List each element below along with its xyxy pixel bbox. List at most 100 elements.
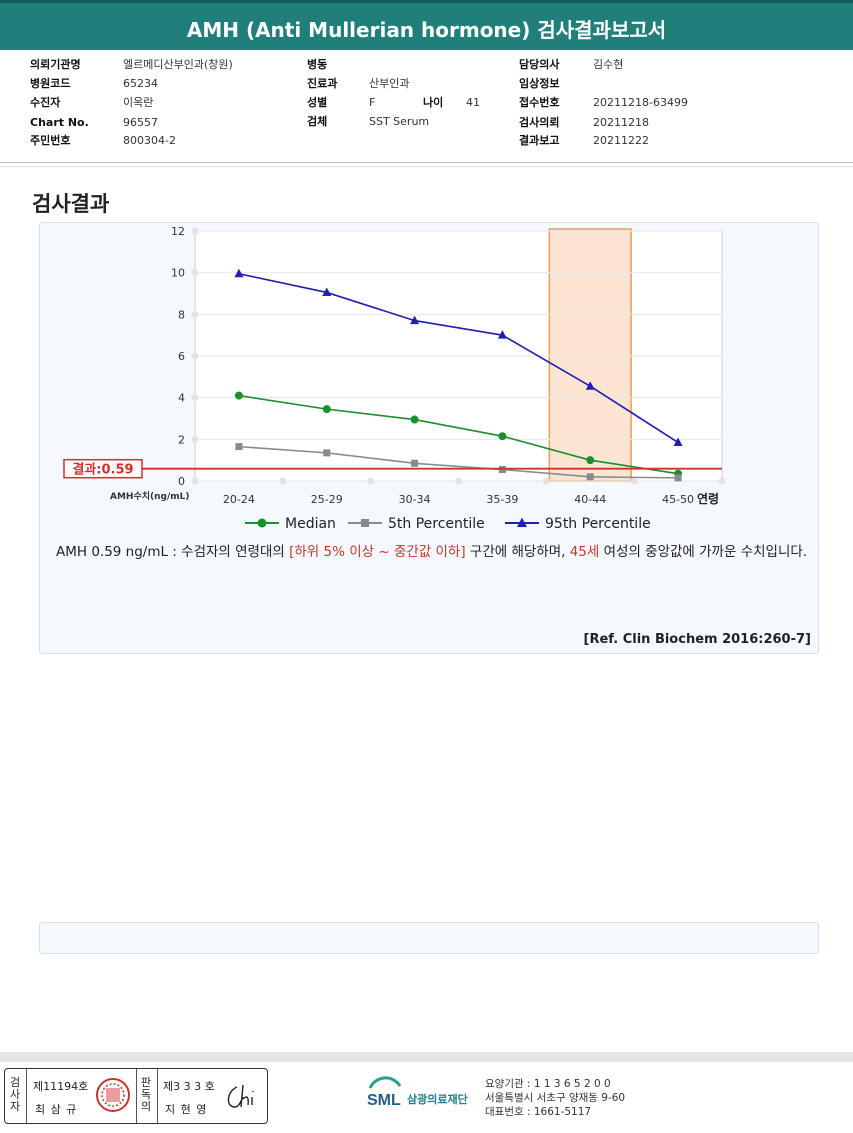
info-value: 41 [466, 96, 480, 109]
result-label: 결과:0.59 [72, 462, 133, 478]
result-label-box [63, 458, 143, 479]
note-text: 구간에 해당하며, [465, 544, 570, 560]
info-label: 결과보고 [519, 134, 560, 147]
data-point [673, 437, 683, 446]
data-point [234, 268, 244, 278]
data-point [586, 473, 594, 481]
legend-label: 5th Percentile [388, 516, 485, 532]
org-info: 요양기관 : 1 1 3 6 5 2 0 0 서울특별시 서초구 양재동 9-6… [485, 1077, 625, 1119]
x-tick-label: 40-44 [574, 493, 606, 506]
data-point [410, 415, 419, 424]
empty-card [39, 922, 819, 954]
info-label: 의뢰기관명 [30, 58, 81, 71]
x-tick-label: 35-39 [486, 493, 518, 506]
data-point [498, 432, 507, 441]
info-label: 병원코드 [30, 77, 71, 90]
tester-label: 검사자 [9, 1076, 21, 1113]
tick-dot [191, 310, 199, 318]
y-tick-label: 6 [178, 350, 185, 363]
highlight-band [548, 228, 632, 482]
sml-logo: SML [367, 1076, 402, 1109]
divider [136, 1069, 137, 1123]
note-range: [하위 5% 이상 ~ 중간값 이하] [289, 544, 466, 560]
info-label: 성별 [307, 96, 328, 109]
reviewer-label: 판독의 [140, 1076, 152, 1113]
report-title-bar: AMH (Anti Mullerian hormone) 검사결과보고서 [0, 0, 853, 50]
info-value: 김수현 [593, 58, 624, 71]
org-name: 삼광의료재단 [407, 1093, 468, 1106]
report-title: AMH (Anti Mullerian hormone) 검사결과보고서 [186, 18, 667, 42]
data-point [585, 381, 595, 390]
divider [0, 162, 853, 163]
x-tick-label: 30-34 [399, 493, 431, 506]
reviewer-number: 제3 3 3 호 [163, 1080, 215, 1093]
note-text: AMH 0.59 ng/mL : 수검자의 연령대의 [56, 544, 290, 560]
series-line [238, 445, 679, 479]
data-point [410, 315, 420, 325]
org-phone: 대표번호 : 1661-5117 [485, 1106, 592, 1118]
data-point [411, 459, 419, 467]
info-label: 검체 [307, 115, 328, 128]
x-tick-label: 25-29 [311, 493, 343, 506]
y-tick-label: 0 [178, 475, 185, 488]
divider [0, 166, 853, 167]
y-axis-label: AMH수치(ng/mL) [110, 490, 190, 502]
info-value: F [369, 96, 376, 109]
section-title: 검사결과 [32, 192, 110, 216]
data-point [586, 456, 595, 465]
tick-dot [191, 269, 199, 277]
org-code: 요양기관 : 1 1 3 6 5 2 0 0 [485, 1078, 611, 1090]
y-tick-label: 8 [178, 308, 185, 321]
info-value: 엘르메디산부인과(창원) [123, 58, 233, 71]
data-point [235, 443, 243, 451]
data-point [323, 449, 331, 457]
info-label: 임상정보 [519, 77, 560, 90]
tick-dot [630, 477, 638, 485]
info-value: 65234 [123, 77, 158, 90]
info-label: 나이 [423, 96, 444, 109]
info-label: 주민번호 [30, 134, 71, 147]
data-point [674, 474, 682, 482]
tick-dot [367, 477, 375, 485]
y-tick-label: 10 [171, 267, 185, 280]
info-value: 산부인과 [369, 77, 410, 90]
result-note: AMH 0.59 ng/mL : 수검자의 연령대의 [하위 5% 이상 ~ 중… [56, 542, 816, 563]
x-tick-label: 20-24 [223, 493, 255, 506]
info-value: 20211218 [593, 116, 649, 129]
tick-dot [191, 394, 199, 402]
legend-marker [257, 518, 267, 528]
tick-dot [455, 477, 462, 485]
tick-dot [279, 477, 287, 485]
amh-chart: 0 2 4 6 8 10 12 20-24 25-29 30-34 35-39 40-44 45-50 A… [63, 225, 726, 532]
y-tick-label: 12 [171, 225, 185, 238]
legend-marker [517, 517, 527, 527]
info-value: 20211222 [593, 134, 649, 147]
info-label: 병동 [307, 58, 328, 71]
info-label: Chart No. [30, 116, 89, 129]
tick-dot [718, 477, 726, 485]
tester-number: 제11194호 [33, 1080, 89, 1093]
data-point [234, 391, 243, 400]
note-age: 45세 [569, 544, 600, 560]
y-tick-label: 4 [178, 392, 185, 405]
x-axis-label: 연령 [697, 491, 719, 506]
footer-rule [0, 1052, 853, 1062]
reviewer-name: 지 현 영 [165, 1103, 208, 1116]
info-value: 800304-2 [123, 134, 176, 147]
legend-label: Median [285, 516, 336, 532]
signature [227, 1084, 254, 1108]
divider [26, 1069, 27, 1123]
data-point [322, 287, 332, 296]
tick-dot [191, 352, 199, 360]
info-value: 20211218-63499 [593, 96, 688, 109]
signature-box: 검사자 제11194호 최 삼 규 판독의 제3 3 3 호 지 현 영 [4, 1068, 268, 1124]
note-text: 여성의 중앙값에 가까운 수치입니다. [599, 544, 808, 560]
info-value: 이옥란 [123, 96, 154, 109]
info-label: 접수번호 [519, 96, 560, 109]
reference: [Ref. Clin Biochem 2016:260-7] [583, 632, 811, 647]
legend-label: 95th Percentile [545, 516, 651, 532]
tick-dot [191, 227, 199, 235]
series-line [238, 394, 679, 475]
divider [157, 1069, 158, 1123]
tick-dot [191, 435, 199, 443]
